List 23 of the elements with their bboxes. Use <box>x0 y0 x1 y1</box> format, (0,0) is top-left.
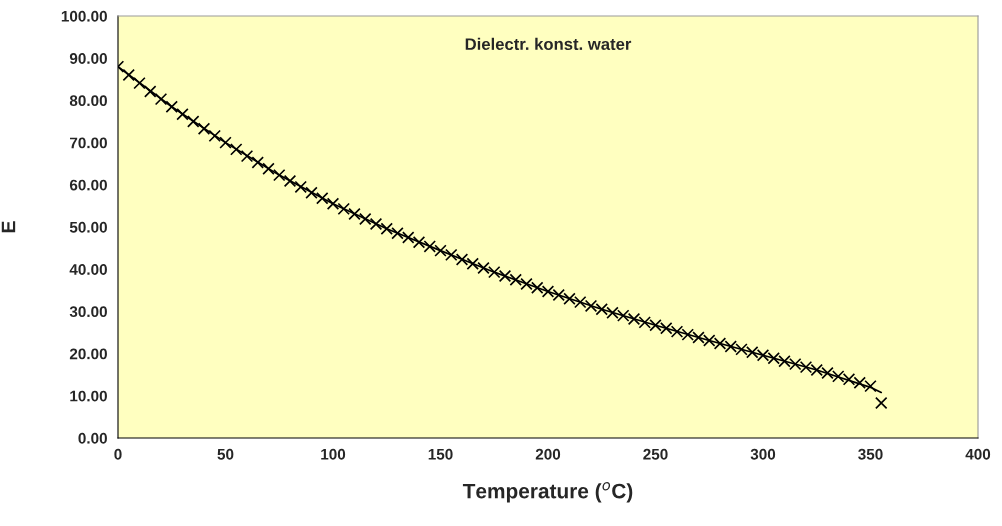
y-tick-label: 20.00 <box>69 348 107 360</box>
y-tick-label: 30.00 <box>69 306 107 318</box>
x-tick-label: 250 <box>643 448 668 460</box>
x-tick-label: 100 <box>321 448 346 460</box>
y-tick-label: 50.00 <box>69 221 107 233</box>
x-tick-label: 300 <box>750 448 776 460</box>
x-tick-label: 0 <box>114 448 122 460</box>
y-tick-label: 70.00 <box>70 137 107 149</box>
x-axis-title: Temperature ($^{o}$C) <box>462 482 633 503</box>
y-tick-label: 40.00 <box>69 264 107 275</box>
y-tick-label: 0.00 <box>78 432 107 444</box>
x-tick-label: 400 <box>965 448 991 460</box>
y-axis-title: E <box>1 221 16 233</box>
y-tick-label: 100.00 <box>61 10 107 22</box>
x-tick-label: 150 <box>428 448 453 460</box>
y-tick-label: 60.00 <box>69 179 107 191</box>
x-tick-label: 50 <box>217 448 234 460</box>
text: Dielectr. konst. water <box>465 37 632 51</box>
y-tick-label: 90.00 <box>69 53 107 64</box>
y-tick-label: 80.00 <box>69 95 107 107</box>
x-tick-label: 200 <box>535 448 561 460</box>
x-tick-label: 350 <box>858 448 883 460</box>
y-tick-label: 10.00 <box>70 390 107 402</box>
